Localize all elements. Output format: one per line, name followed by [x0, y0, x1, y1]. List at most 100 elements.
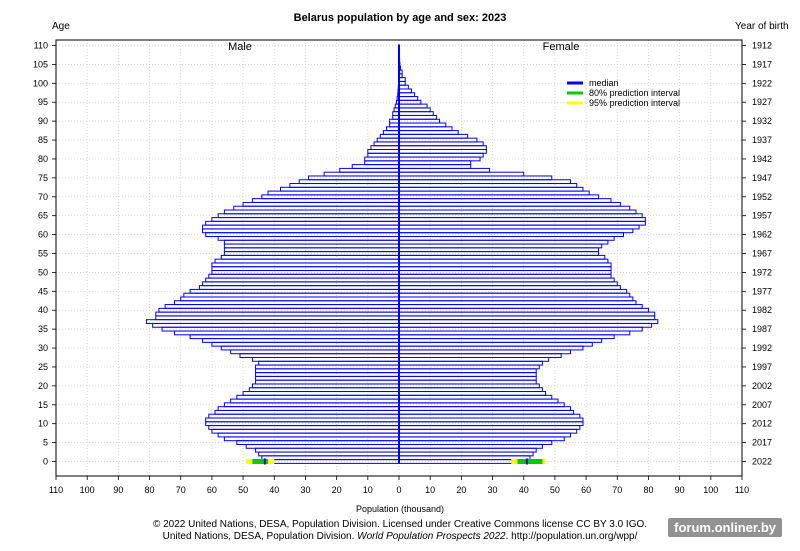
age-tick-label: 55 [38, 249, 48, 259]
female-bar [398, 304, 643, 309]
female-bar [398, 296, 634, 302]
male-bar [255, 372, 400, 377]
male-bar [173, 300, 400, 306]
female-bar [398, 243, 603, 249]
male-bar [223, 239, 400, 245]
female-bar [398, 239, 609, 245]
male-bar [255, 368, 400, 374]
female-bar [398, 330, 631, 336]
male-bar [255, 379, 400, 385]
age-tick-label: 60 [38, 230, 48, 240]
legend-median-label: median [589, 78, 619, 88]
birth-year-tick-label: 2017 [752, 438, 772, 448]
female-bar [398, 224, 640, 230]
female-bar [398, 357, 550, 362]
male-bar [217, 406, 400, 411]
female-bar [398, 417, 584, 423]
axis-ticks: 110 100 90 80 70 60 50 40 30 20 10 0 10 20 30 40 50 60 70 8… [33, 41, 772, 496]
male-bar [205, 277, 400, 283]
female-bar [398, 186, 584, 192]
female-bar [398, 409, 575, 415]
female-bar [398, 183, 578, 188]
male-bar [373, 141, 400, 147]
female-bar [398, 398, 559, 404]
female-bar [398, 114, 437, 120]
male-bar [255, 375, 400, 381]
female-bar [398, 353, 562, 358]
male-bar [230, 349, 400, 355]
female-bar [398, 425, 581, 430]
birth-year-tick-label: 1977 [752, 286, 772, 296]
female-bar [398, 440, 553, 445]
female-bar [398, 164, 472, 169]
birth-year-tick-label: 1927 [752, 97, 772, 107]
male-bar [173, 330, 400, 336]
x-tick-label: 0 [396, 485, 401, 495]
female-bar [398, 179, 571, 185]
female-bar [398, 266, 612, 272]
female-bar [398, 254, 606, 260]
male-bar [152, 322, 400, 328]
male-bar [367, 152, 400, 158]
male-bar [202, 281, 400, 287]
birth-year-tick-label: 1967 [752, 249, 772, 259]
birth-year-tick-label: 1952 [752, 192, 772, 202]
male-bar [202, 228, 400, 234]
female-bar [398, 175, 553, 181]
x-tick-label: 90 [113, 485, 123, 495]
female-bar [398, 92, 416, 98]
male-bar [214, 409, 400, 415]
female-bar [398, 443, 543, 449]
x-tick-label: 30 [300, 485, 310, 495]
age-tick-label: 35 [38, 324, 48, 334]
female-bar [398, 277, 615, 283]
female-bar [398, 338, 603, 343]
female-bar [398, 360, 543, 366]
x-tick-label: 10 [425, 485, 435, 495]
x-tick-label: 50 [550, 485, 560, 495]
female-bar [398, 315, 656, 321]
source-title: World Population Prospects 2022 [357, 531, 506, 542]
birth-year-tick-label: 1917 [752, 59, 772, 69]
female-bar [398, 130, 459, 135]
female-bar [398, 149, 487, 154]
birth-year-tick-label: 2012 [752, 419, 772, 429]
age-tick-label: 90 [38, 116, 48, 126]
x-tick-label: 70 [176, 485, 186, 495]
female-bar [398, 413, 581, 419]
x-axis-label: Population (thousand) [356, 504, 444, 514]
female-bar [398, 160, 472, 166]
copyright-line: © 2022 United Nations, DESA, Population … [152, 519, 648, 530]
age-tick-label: 65 [38, 211, 48, 221]
x-tick-label: 100 [703, 485, 718, 495]
age-tick-label: 5 [43, 438, 48, 448]
birth-year-tick-label: 1982 [752, 305, 772, 315]
birth-year-tick-label: 1957 [752, 211, 772, 221]
male-bar [220, 254, 400, 260]
female-bar [398, 217, 646, 222]
female-bar [398, 447, 537, 453]
age-tick-label: 25 [38, 362, 48, 372]
female-bar [398, 436, 565, 442]
female-bar [398, 122, 447, 128]
female-bar [398, 190, 590, 196]
male-bar [258, 360, 400, 366]
watermark: forum.onliner.by [668, 518, 782, 537]
male-bar [214, 258, 400, 264]
legend-95-label: 95% prediction interval [589, 98, 680, 108]
male-bar [386, 126, 400, 132]
birth-year-tick-label: 2022 [752, 457, 772, 467]
male-bar [242, 201, 400, 207]
bars [145, 44, 659, 464]
male-bar [233, 205, 400, 211]
male-bar [183, 292, 400, 298]
male-bar [280, 186, 400, 192]
female-bar [398, 198, 612, 203]
female-bar [398, 205, 631, 211]
male-bar [370, 145, 400, 151]
male-bar [198, 285, 400, 290]
male-bar [223, 243, 400, 249]
age-tick-label: 30 [38, 343, 48, 353]
age-tick-label: 45 [38, 286, 48, 296]
x-tick-label: 110 [49, 485, 63, 495]
